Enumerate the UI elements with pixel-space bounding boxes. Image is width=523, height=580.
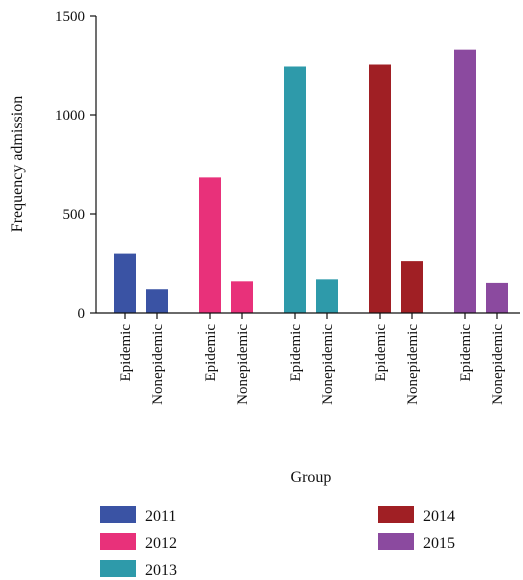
bar-2015-epidemic <box>454 49 476 313</box>
legend-swatch-2011 <box>100 506 136 523</box>
x-tick-label: Epidemic <box>458 324 474 382</box>
y-axis-title: Frequency admission <box>9 96 26 232</box>
bar-2013-epidemic <box>284 66 306 314</box>
x-tick-label: Nonepidemic <box>320 324 336 405</box>
y-tick-label: 0 <box>78 306 86 322</box>
legend-swatch-2015 <box>378 533 414 550</box>
x-axis: Epidemic Nonepidemic Epidemic Nonepidemic Ep… <box>96 312 520 405</box>
legend-label-2015: 2015 <box>423 535 455 552</box>
legend-swatch-2012 <box>100 533 136 550</box>
bar-2013-nonepidemic <box>316 279 338 313</box>
x-tick-label: Epidemic <box>373 324 389 382</box>
legend: 2011 2012 2013 2014 2015 <box>100 506 455 579</box>
legend-swatch-2014 <box>378 506 414 523</box>
bar-2012-epidemic <box>199 177 221 313</box>
x-tick-label: Epidemic <box>118 324 134 382</box>
x-tick-label: Nonepidemic <box>235 324 251 405</box>
bar-2015-nonepidemic <box>486 282 508 313</box>
bar-2014-nonepidemic <box>401 261 423 313</box>
y-tick-label: 500 <box>63 207 86 223</box>
bar-2011-epidemic <box>114 253 136 313</box>
bar-2011-nonepidemic <box>146 289 168 313</box>
x-tick-label: Epidemic <box>203 324 219 382</box>
y-tick-label: 1000 <box>55 108 85 124</box>
legend-label-2011: 2011 <box>145 508 176 525</box>
bar-2012-nonepidemic <box>231 281 253 313</box>
legend-label-2013: 2013 <box>145 562 177 579</box>
x-tick-label: Nonepidemic <box>150 324 166 405</box>
x-tick-label: Nonepidemic <box>405 324 421 405</box>
bar-2014-epidemic <box>369 64 391 313</box>
y-axis: 0 500 1000 1500 <box>55 9 97 322</box>
bars <box>114 49 508 314</box>
x-tick-label: Nonepidemic <box>490 324 506 405</box>
y-tick-label: 1500 <box>55 9 85 25</box>
legend-label-2012: 2012 <box>145 535 177 552</box>
x-axis-title: Group <box>291 469 332 486</box>
x-tick-label: Epidemic <box>288 324 304 382</box>
legend-label-2014: 2014 <box>423 508 455 525</box>
legend-swatch-2013 <box>100 560 136 577</box>
